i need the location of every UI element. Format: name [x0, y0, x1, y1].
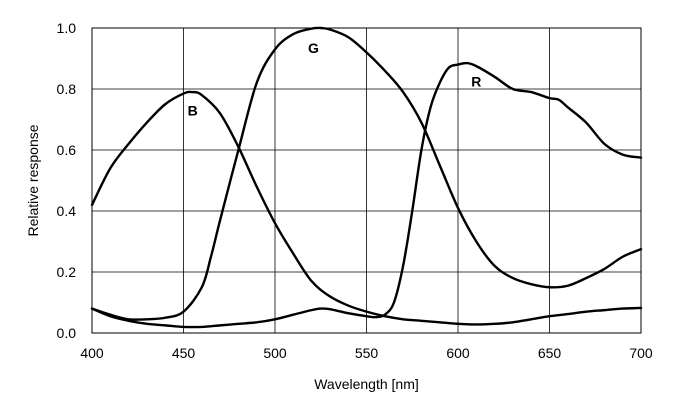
x-tick-label: 600	[446, 345, 470, 361]
x-tick-label: 450	[172, 345, 196, 361]
plot-frame	[91, 27, 642, 334]
series-labels: B G R	[188, 40, 482, 119]
series-line-b	[90, 90, 643, 326]
series-line-g	[90, 26, 643, 321]
series-label-b: B	[188, 102, 198, 118]
x-tick-labels: 400 450 500 550 600 650 700	[80, 345, 653, 361]
y-tick-label: 0.8	[57, 81, 77, 97]
series-curves	[90, 26, 643, 329]
x-axis-title: Wavelength [nm]	[314, 376, 419, 392]
y-tick-label: 0.6	[57, 142, 77, 158]
x-tick-label: 650	[538, 345, 562, 361]
y-tick-label: 1.0	[57, 20, 77, 36]
y-axis-title: Relative response	[25, 124, 41, 236]
y-tick-label: 0.0	[57, 325, 77, 341]
series-label-g: G	[308, 40, 319, 56]
y-tick-label: 0.2	[57, 264, 77, 280]
x-tick-label: 700	[629, 345, 653, 361]
x-tick-label: 400	[80, 345, 104, 361]
y-tick-labels: 0.0 0.2 0.4 0.6 0.8 1.0	[57, 20, 77, 341]
series-label-r: R	[471, 73, 481, 89]
x-tick-label: 550	[355, 345, 379, 361]
series-line-r	[90, 61, 643, 329]
x-tick-label: 500	[263, 345, 287, 361]
y-tick-label: 0.4	[57, 203, 77, 219]
